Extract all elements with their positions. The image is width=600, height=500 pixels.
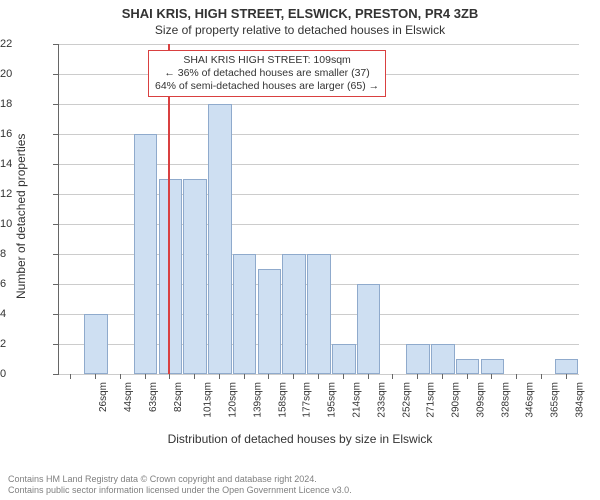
bar <box>555 359 579 374</box>
xtick-mark <box>120 374 121 379</box>
bar <box>233 254 257 374</box>
xtick-mark <box>343 374 344 379</box>
xtick-mark <box>392 374 393 379</box>
xtick-label: 63sqm <box>148 382 159 412</box>
xtick-label: 328sqm <box>500 382 511 418</box>
bar <box>84 314 108 374</box>
xtick-mark <box>516 374 517 379</box>
xtick-label: 271sqm <box>426 382 437 418</box>
bar <box>183 179 207 374</box>
annotation-line: SHAI KRIS HIGH STREET: 109sqm <box>155 54 379 67</box>
ytick-mark <box>53 344 58 345</box>
bar <box>332 344 356 374</box>
ytick-mark <box>53 284 58 285</box>
bar <box>159 179 183 374</box>
bar <box>431 344 455 374</box>
xtick-label: 195sqm <box>327 382 338 418</box>
xtick-label: 384sqm <box>574 382 585 418</box>
xtick-mark <box>219 374 220 379</box>
xtick-label: 365sqm <box>550 382 561 418</box>
xtick-label: 214sqm <box>352 382 363 418</box>
bar <box>258 269 282 374</box>
bar <box>357 284 381 374</box>
ytick-mark <box>53 104 58 105</box>
xtick-label: 290sqm <box>451 382 462 418</box>
xtick-label: 346sqm <box>525 382 536 418</box>
gridline <box>59 44 579 45</box>
gridline <box>59 374 579 375</box>
xtick-mark <box>467 374 468 379</box>
xtick-mark <box>368 374 369 379</box>
bar <box>282 254 306 374</box>
xtick-label: 82sqm <box>173 382 184 412</box>
ytick-label: 12 <box>0 188 50 200</box>
xtick-mark <box>491 374 492 379</box>
footer-line2: Contains public sector information licen… <box>8 485 592 496</box>
bar <box>307 254 331 374</box>
ytick-label: 4 <box>0 308 50 320</box>
chart-container: SHAI KRIS, HIGH STREET, ELSWICK, PRESTON… <box>0 0 600 500</box>
ytick-mark <box>53 314 58 315</box>
ytick-label: 0 <box>0 368 50 380</box>
title-sub: Size of property relative to detached ho… <box>0 21 600 37</box>
ytick-mark <box>53 44 58 45</box>
xtick-mark <box>70 374 71 379</box>
ytick-mark <box>53 374 58 375</box>
bar <box>208 104 232 374</box>
ytick-label: 18 <box>0 98 50 110</box>
annotation-line: ← 36% of detached houses are smaller (37… <box>155 67 379 80</box>
footer-line1: Contains HM Land Registry data © Crown c… <box>8 474 592 485</box>
xtick-mark <box>293 374 294 379</box>
xtick-mark <box>541 374 542 379</box>
footer: Contains HM Land Registry data © Crown c… <box>0 474 600 497</box>
ytick-label: 20 <box>0 68 50 80</box>
xtick-mark <box>95 374 96 379</box>
gridline <box>59 104 579 105</box>
ytick-mark <box>53 134 58 135</box>
xtick-mark <box>169 374 170 379</box>
xtick-label: 139sqm <box>253 382 264 418</box>
ytick-label: 8 <box>0 248 50 260</box>
xtick-label: 120sqm <box>228 382 239 418</box>
xtick-mark <box>145 374 146 379</box>
xtick-label: 252sqm <box>401 382 412 418</box>
ytick-mark <box>53 194 58 195</box>
xtick-label: 44sqm <box>123 382 134 412</box>
ytick-label: 14 <box>0 158 50 170</box>
ytick-label: 10 <box>0 218 50 230</box>
bar <box>456 359 480 374</box>
annotation-box: SHAI KRIS HIGH STREET: 109sqm← 36% of de… <box>148 50 386 97</box>
xtick-label: 177sqm <box>302 382 313 418</box>
xtick-label: 101sqm <box>203 382 214 418</box>
xtick-label: 309sqm <box>475 382 486 418</box>
ytick-label: 22 <box>0 38 50 50</box>
xtick-label: 233sqm <box>376 382 387 418</box>
title-main: SHAI KRIS, HIGH STREET, ELSWICK, PRESTON… <box>0 0 600 21</box>
ytick-label: 16 <box>0 128 50 140</box>
xtick-mark <box>442 374 443 379</box>
xtick-mark <box>244 374 245 379</box>
bar <box>134 134 158 374</box>
xtick-mark <box>194 374 195 379</box>
ytick-mark <box>53 254 58 255</box>
x-axis-label: Distribution of detached houses by size … <box>0 432 600 446</box>
xtick-mark <box>417 374 418 379</box>
xtick-label: 26sqm <box>98 382 109 412</box>
ytick-mark <box>53 164 58 165</box>
ytick-mark <box>53 74 58 75</box>
xtick-mark <box>318 374 319 379</box>
bar <box>406 344 430 374</box>
xtick-mark <box>566 374 567 379</box>
bar <box>481 359 505 374</box>
xtick-label: 158sqm <box>277 382 288 418</box>
ytick-mark <box>53 224 58 225</box>
ytick-label: 2 <box>0 338 50 350</box>
ytick-label: 6 <box>0 278 50 290</box>
xtick-mark <box>268 374 269 379</box>
annotation-line: 64% of semi-detached houses are larger (… <box>155 80 379 93</box>
